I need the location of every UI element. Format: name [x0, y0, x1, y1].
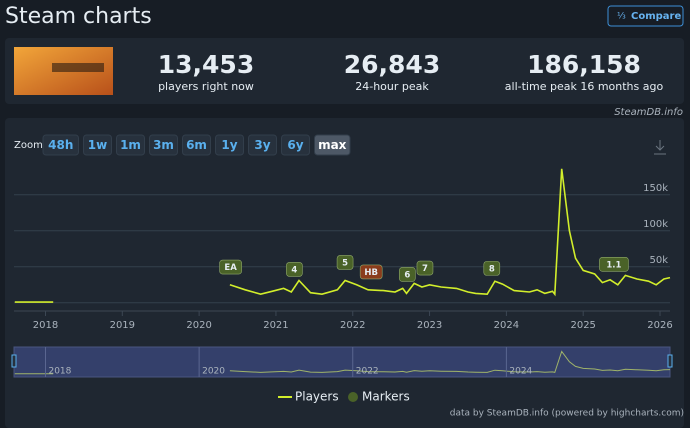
- y-tick-label: 100k: [643, 219, 668, 230]
- credits: data by SteamDB.info (powered by highcha…: [450, 409, 684, 419]
- marker[interactable]: [398, 267, 416, 282]
- marker-label: 8: [489, 264, 495, 274]
- x-tick-label: 2026: [647, 320, 672, 331]
- legend-label[interactable]: Players: [295, 390, 339, 404]
- navigator-handle[interactable]: [667, 354, 673, 368]
- players-line: [14, 168, 671, 303]
- compare-label[interactable]: Compare: [631, 11, 681, 22]
- zoom-option[interactable]: 6m: [186, 138, 207, 152]
- navigator: [13, 346, 671, 378]
- legend-label[interactable]: Markers: [362, 390, 410, 404]
- x-tick-label: 2022: [340, 320, 365, 331]
- x-tick-label: 2021: [263, 320, 288, 331]
- navigator-tick-label: 2024: [509, 367, 532, 377]
- marker[interactable]: [286, 262, 303, 277]
- marker[interactable]: [336, 255, 354, 270]
- y-tick-label: 50k: [649, 255, 668, 266]
- x-tick-label: 2025: [570, 320, 595, 331]
- marker-label: HB: [364, 268, 378, 278]
- marker-label: 1.1: [606, 260, 621, 270]
- zoom-option[interactable]: 6y: [287, 138, 303, 152]
- zoom-button[interactable]: [215, 134, 244, 156]
- marker-label: 4: [291, 265, 297, 275]
- x-tick-label: 2023: [417, 320, 442, 331]
- zoom-option[interactable]: 3m: [153, 138, 174, 152]
- marker[interactable]: [599, 256, 629, 272]
- stat-value: 26,843: [344, 50, 440, 79]
- x-tick-label: 2020: [186, 320, 211, 331]
- zoom-option[interactable]: 1w: [88, 138, 107, 152]
- navigator-line: [14, 350, 671, 375]
- stat-label: all-time peak 16 months ago: [505, 80, 664, 93]
- compare-button[interactable]: [607, 5, 684, 27]
- zoom-button[interactable]: [314, 134, 351, 156]
- stat-value: 186,158: [527, 50, 641, 79]
- zoom-button[interactable]: [149, 134, 178, 156]
- zoom-option[interactable]: 1y: [221, 138, 237, 152]
- stat-label: players right now: [158, 80, 254, 93]
- navigator-tick-label: 2018: [48, 367, 71, 377]
- zoom-option[interactable]: max: [318, 138, 347, 152]
- zoom-option[interactable]: 48h: [48, 138, 73, 152]
- legend-swatch: [348, 392, 358, 402]
- download-icon[interactable]: [654, 140, 666, 155]
- y-tick-label: 150k: [643, 183, 668, 194]
- marker-label: EA: [224, 263, 237, 273]
- zoom-option[interactable]: 1m: [120, 138, 141, 152]
- page-title: Steam charts: [5, 4, 152, 29]
- compare-icon: ⅓: [617, 12, 626, 22]
- zoom-button[interactable]: [83, 134, 112, 156]
- zoom-button[interactable]: [182, 134, 211, 156]
- zoom-button[interactable]: [248, 134, 277, 156]
- stat-label: 24-hour peak: [355, 80, 429, 93]
- navigator-handle[interactable]: [11, 354, 17, 368]
- navigator-tick-label: 2022: [356, 367, 379, 377]
- marker[interactable]: [219, 259, 242, 275]
- marker-label: 7: [422, 264, 428, 274]
- zoom-button[interactable]: [42, 134, 79, 156]
- watermark: SteamDB.info: [614, 107, 683, 118]
- x-tick-label: 2024: [494, 320, 519, 331]
- zoom-button[interactable]: [116, 134, 145, 156]
- navigator-tick-label: 2020: [202, 367, 225, 377]
- marker-label: 5: [342, 258, 348, 268]
- zoom-button[interactable]: [281, 134, 310, 156]
- marker-label: 6: [404, 270, 410, 280]
- game-logo: [52, 63, 104, 72]
- x-tick-label: 2018: [33, 320, 58, 331]
- zoom-label: Zoom: [14, 140, 43, 151]
- chart-panel: [5, 118, 684, 428]
- stat-value: 13,453: [158, 50, 254, 79]
- marker[interactable]: [416, 260, 434, 276]
- x-tick-label: 2019: [110, 320, 135, 331]
- zoom-option[interactable]: 3y: [254, 138, 270, 152]
- marker[interactable]: [359, 264, 383, 280]
- stats-panel: [5, 38, 684, 104]
- marker[interactable]: [483, 261, 501, 276]
